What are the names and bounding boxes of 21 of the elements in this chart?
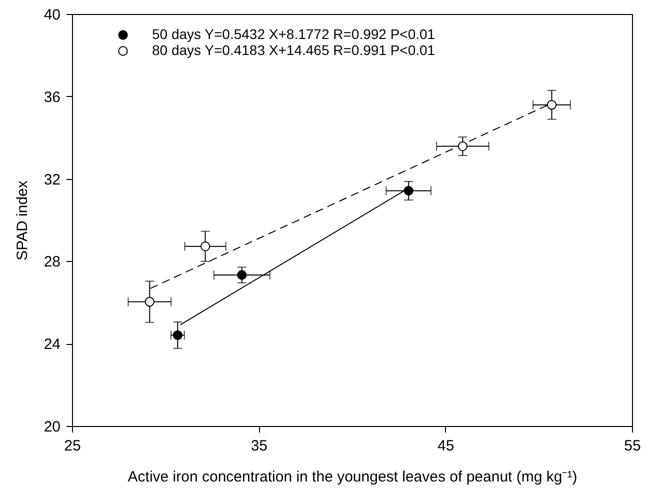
y-tick-label: 24	[44, 336, 60, 354]
point	[172, 330, 182, 340]
x-tick-label: 35	[250, 438, 268, 454]
point	[458, 141, 468, 152]
y-tick-label: 36	[44, 88, 60, 106]
point	[200, 242, 210, 252]
y-tick-label: 32	[44, 171, 60, 188]
point	[404, 186, 414, 196]
x-tick-label: 55	[624, 438, 641, 454]
point	[144, 296, 154, 307]
x-axis-title: Active iron concentration in the youngest leaves of peanut (mg kg⁻¹)	[128, 468, 578, 486]
x-tick-label: 25	[64, 438, 81, 454]
y-axis-title: SPAD index	[14, 180, 31, 260]
y-tick-label: 40	[44, 6, 60, 24]
legend-label: 80 days Y=0.4183 X+14.465 R=0.991 P<0.01	[152, 42, 436, 58]
point	[546, 100, 557, 110]
x-tick-label: 45	[437, 438, 454, 454]
y-tick-label: 20	[44, 418, 60, 436]
y-tick-label: 28	[44, 254, 60, 271]
point	[237, 270, 247, 280]
legend-label: 50 days Y=0.5432 X+8.1772 R=0.992 P<0.01	[152, 26, 436, 42]
